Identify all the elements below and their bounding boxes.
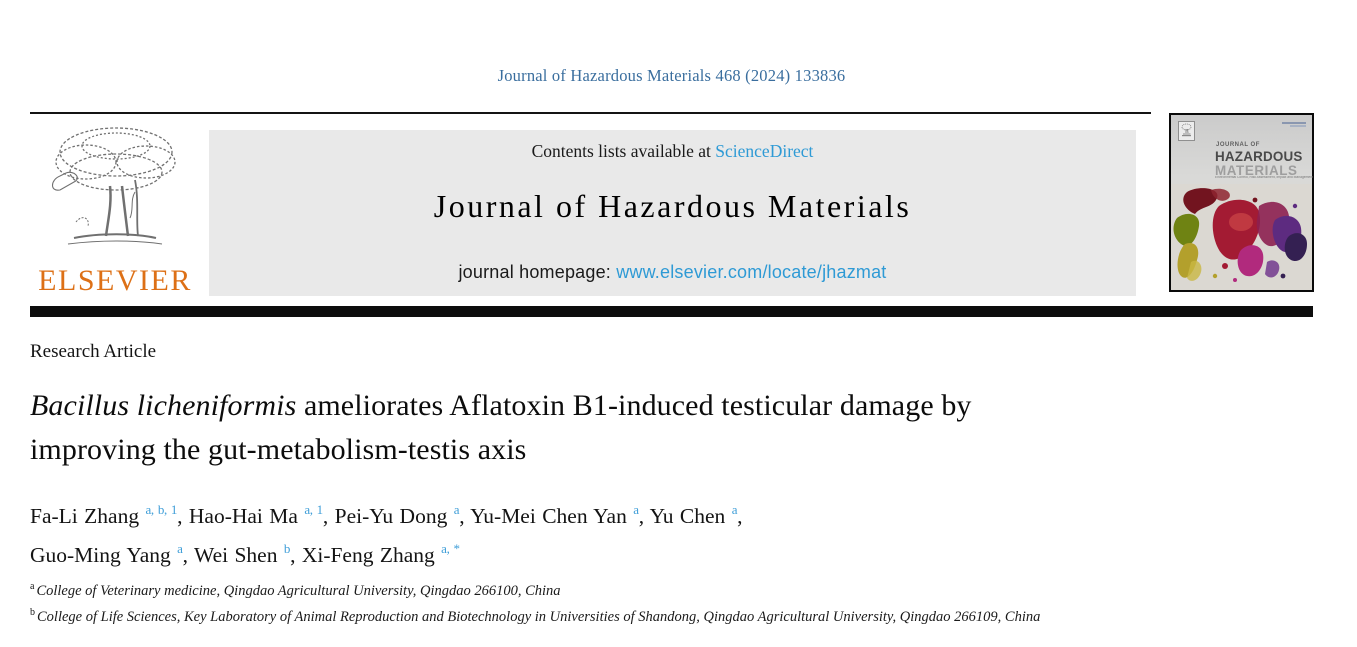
cover-issue-info	[1282, 122, 1306, 127]
affiliation-item: a College of Veterinary medicine, Qingdao…	[30, 576, 1155, 602]
journal-cover-thumbnail: JOURNAL OF HAZARDOUS MATERIALS Environme…	[1169, 113, 1314, 292]
author-name: Yu Chen	[649, 504, 726, 529]
author-list: Fa-Li Zhang a, b, 1, Hao-Hai Ma a, 1, Pe…	[30, 494, 1150, 572]
author-name: Xi-Feng Zhang	[301, 543, 435, 568]
author-name: Guo-Ming Yang	[30, 543, 171, 568]
contents-prefix: Contents lists available at	[531, 141, 716, 161]
author-name: Fa-Li Zhang	[30, 504, 140, 529]
affiliation-item: b College of Life Sciences, Key Laborator…	[30, 602, 1155, 628]
author-separator: ,	[182, 543, 195, 568]
author-separator: ,	[322, 504, 335, 529]
author-superscript: a, b, 1	[145, 502, 178, 517]
author-name: Pei-Yu Dong	[334, 504, 448, 529]
author-superscript: a, 1	[304, 502, 323, 517]
sciencedirect-link[interactable]: ScienceDirect	[715, 141, 814, 161]
homepage-line: journal homepage: www.elsevier.com/locat…	[209, 262, 1136, 283]
author-separator: ,	[737, 504, 743, 529]
masthead-separator-bar	[30, 306, 1313, 317]
author-separator: ,	[459, 504, 471, 529]
affiliation-marker: b	[30, 606, 35, 618]
author-superscript: a	[633, 502, 639, 517]
article-type-label: Research Article	[30, 341, 157, 362]
elsevier-wordmark: ELSEVIER	[38, 264, 192, 297]
author-superscript corresponding-author-mark: a, *	[441, 541, 460, 557]
author-name: Wei Shen	[194, 543, 278, 568]
cover-kicker: JOURNAL OF	[1216, 142, 1260, 148]
author-separator: ,	[638, 504, 650, 529]
author-name: Hao-Hai Ma	[188, 504, 298, 529]
author-separator: ,	[177, 504, 189, 529]
article-title: Bacillus licheniformis ameliorates Aflat…	[30, 384, 1150, 472]
contents-line: Contents lists available at ScienceDirec…	[209, 141, 1136, 162]
affiliation-text: College of Veterinary medicine, Qingdao …	[36, 582, 561, 599]
masthead-banner: Contents lists available at ScienceDirec…	[209, 130, 1136, 296]
journal-citation: Journal of Hazardous Materials 468 (2024…	[497, 66, 846, 85]
cover-title-line2: MATERIALS	[1215, 162, 1298, 178]
cover-title-line1: HAZARDOUS	[1215, 148, 1303, 164]
cover-world-map-image	[1171, 184, 1312, 290]
author-name: Yu-Mei Chen Yan	[470, 504, 627, 529]
masthead-top-rule	[30, 112, 1151, 114]
elsevier-tree-icon	[51, 127, 176, 245]
elsevier-logo: ELSEVIER	[26, 122, 204, 300]
affiliation-list: a College of Veterinary medicine, Qingdao…	[30, 576, 1155, 628]
article-title-italic-species: Bacillus licheniformis	[30, 389, 297, 422]
affiliation-text: College of Life Sciences, Key Laboratory…	[37, 608, 1041, 625]
article-title-line2: improving the gut-metabolism-testis axis	[30, 433, 527, 466]
homepage-link[interactable]: www.elsevier.com/locate/jhazmat	[616, 262, 887, 282]
article-title-line1-rest: ameliorates Aflatoxin B1-induced testicu…	[296, 389, 972, 422]
cover-tagline: Environmental Control, Risk Assessment, …	[1215, 176, 1313, 180]
author-separator: ,	[290, 543, 302, 568]
cover-elsevier-badge-icon	[1178, 121, 1195, 141]
author-superscript: b	[283, 541, 291, 557]
journal-title: Journal of Hazardous Materials	[433, 188, 912, 224]
author-superscript: a	[177, 541, 183, 557]
author-superscript: a	[453, 502, 460, 517]
affiliation-marker: a	[30, 581, 35, 592]
author-superscript: a	[731, 502, 738, 517]
homepage-prefix: journal homepage:	[458, 262, 617, 282]
